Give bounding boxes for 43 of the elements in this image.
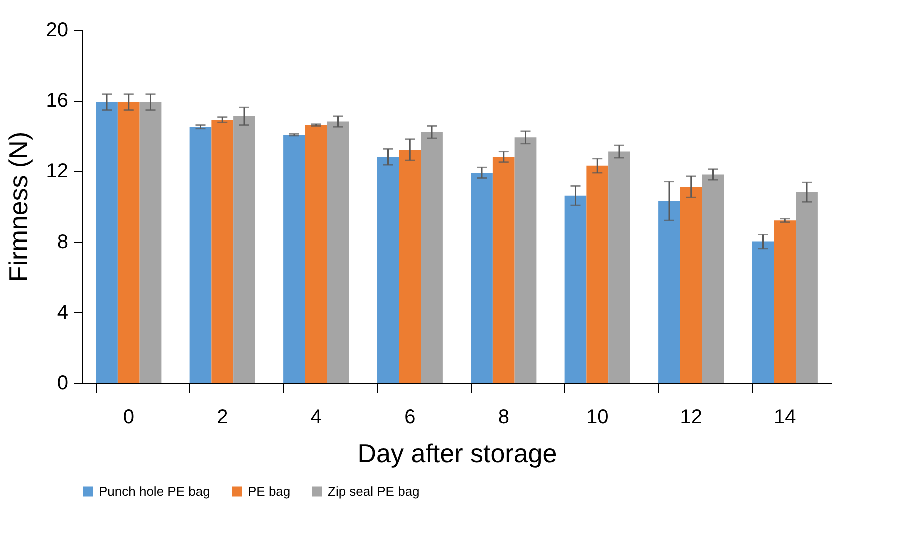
bar (471, 172, 493, 383)
bar (234, 116, 256, 383)
y-axis-title: Firmness (N) (3, 132, 34, 282)
bar (140, 102, 162, 383)
y-tick-label: 12 (46, 160, 68, 183)
bar (680, 187, 702, 383)
bar (796, 192, 818, 383)
bar (608, 152, 630, 383)
y-tick-label: 16 (46, 90, 68, 112)
bar (586, 166, 609, 383)
bar (96, 102, 118, 383)
bar (514, 138, 537, 383)
bar (564, 196, 587, 383)
x-tick-label: 4 (310, 406, 322, 428)
y-tick-label: 8 (57, 231, 68, 254)
x-tick-label: 0 (123, 406, 134, 428)
bar (212, 120, 234, 383)
bar (305, 125, 328, 383)
legend-label: PE bag (248, 484, 291, 499)
bar (327, 122, 350, 383)
bar (118, 102, 140, 383)
bar (702, 174, 724, 383)
y-tick-label: 0 (57, 372, 68, 394)
bar (774, 220, 796, 383)
bar (377, 157, 400, 383)
x-tick-label: 10 (586, 406, 609, 428)
x-tick-label: 8 (498, 406, 510, 428)
bar (190, 127, 212, 383)
legend-label: Punch hole PE bag (99, 484, 210, 499)
x-tick-label: 2 (217, 406, 228, 428)
legend-label: Zip seal PE bag (328, 484, 420, 499)
y-tick-label: 20 (46, 20, 68, 42)
x-tick-label: 14 (774, 406, 796, 428)
bar (421, 132, 443, 383)
bar (399, 150, 422, 383)
bar (658, 201, 680, 383)
bar (752, 242, 774, 383)
y-tick-label: 4 (57, 302, 68, 324)
bar (284, 135, 306, 383)
x-axis-title: Day after storage (358, 438, 558, 468)
x-tick-label: 6 (404, 406, 416, 428)
bar (492, 157, 515, 383)
x-tick-label: 12 (680, 406, 702, 428)
